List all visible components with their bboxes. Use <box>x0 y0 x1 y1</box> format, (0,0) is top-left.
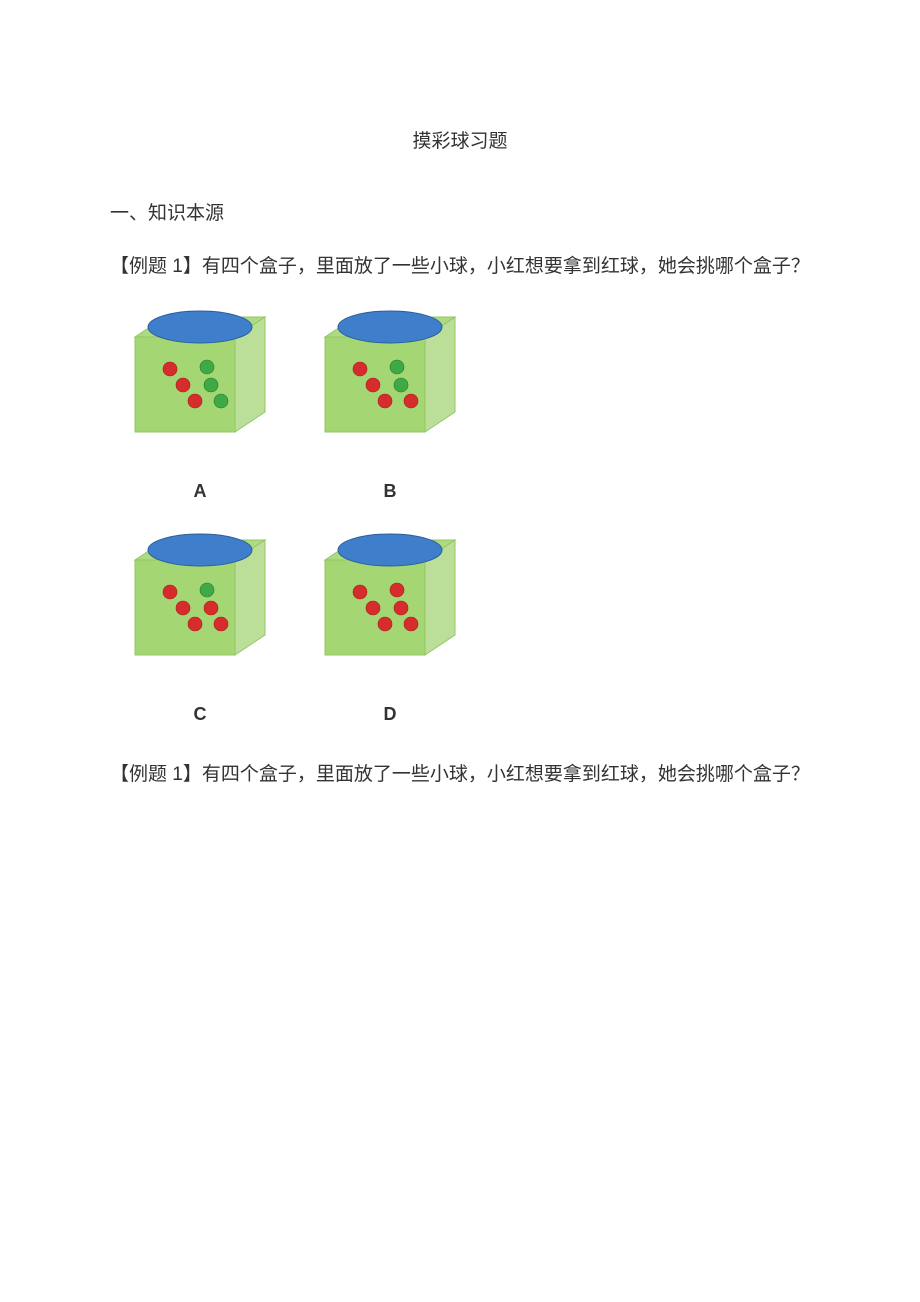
ball-red <box>188 394 202 408</box>
ball-red <box>353 362 367 376</box>
ball-green <box>394 378 408 392</box>
ball-red <box>404 394 418 408</box>
ball-red <box>163 362 177 376</box>
box-A-svg <box>115 297 285 452</box>
ball-red <box>390 583 404 597</box>
box-lid <box>148 534 252 566</box>
box-cell-D: D <box>300 520 480 735</box>
ball-red <box>214 617 228 631</box>
box-cell-A: A <box>110 297 290 512</box>
box-cell-B: B <box>300 297 480 512</box>
ball-red <box>163 585 177 599</box>
box-lid <box>338 311 442 343</box>
ball-green <box>200 360 214 374</box>
page-title: 摸彩球习题 <box>110 120 810 164</box>
ball-red <box>366 378 380 392</box>
ball-red <box>353 585 367 599</box>
box-label-D: D <box>300 694 480 735</box>
ball-red <box>176 378 190 392</box>
ball-green <box>390 360 404 374</box>
ball-red <box>204 601 218 615</box>
box-B-svg <box>305 297 475 452</box>
ball-red <box>176 601 190 615</box>
box-label-B: B <box>300 471 480 512</box>
boxes-grid: A B C D <box>110 297 810 735</box>
section-heading: 一、知识本源 <box>110 192 810 236</box>
box-D-svg <box>305 520 475 675</box>
ball-red <box>378 617 392 631</box>
ball-red <box>378 394 392 408</box>
box-C-svg <box>115 520 285 675</box>
example1-question: 【例题 1】有四个盒子，里面放了一些小球，小红想要拿到红球，她会挑哪个盒子？ <box>110 245 810 289</box>
box-lid <box>148 311 252 343</box>
ball-red <box>394 601 408 615</box>
box-label-A: A <box>110 471 290 512</box>
box-label-C: C <box>110 694 290 735</box>
ball-green <box>200 583 214 597</box>
box-cell-C: C <box>110 520 290 735</box>
example1-question-repeat: 【例题 1】有四个盒子，里面放了一些小球，小红想要拿到红球，她会挑哪个盒子？ <box>110 753 810 797</box>
ball-green <box>214 394 228 408</box>
ball-red <box>366 601 380 615</box>
ball-red <box>404 617 418 631</box>
ball-green <box>204 378 218 392</box>
ball-red <box>188 617 202 631</box>
box-lid <box>338 534 442 566</box>
